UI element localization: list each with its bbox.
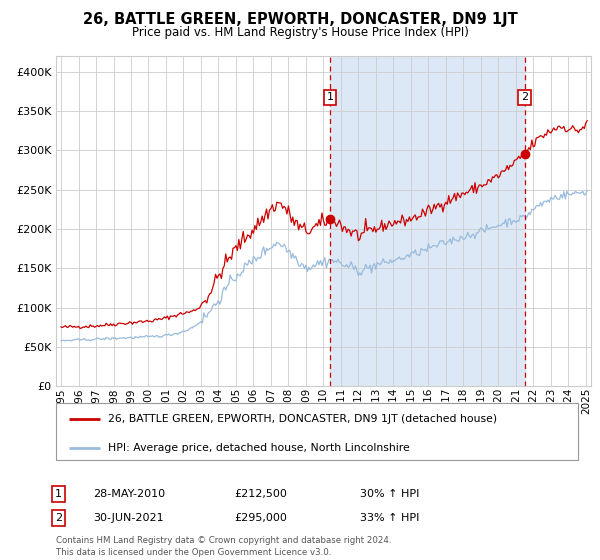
Text: 2: 2 [521, 92, 528, 102]
Text: 30% ↑ HPI: 30% ↑ HPI [360, 489, 419, 499]
Text: 28-MAY-2010: 28-MAY-2010 [93, 489, 165, 499]
Text: HPI: Average price, detached house, North Lincolnshire: HPI: Average price, detached house, Nort… [108, 442, 410, 452]
Text: £295,000: £295,000 [234, 513, 287, 523]
Text: 30-JUN-2021: 30-JUN-2021 [93, 513, 164, 523]
Text: 33% ↑ HPI: 33% ↑ HPI [360, 513, 419, 523]
Text: 26, BATTLE GREEN, EPWORTH, DONCASTER, DN9 1JT: 26, BATTLE GREEN, EPWORTH, DONCASTER, DN… [83, 12, 517, 26]
Text: 26, BATTLE GREEN, EPWORTH, DONCASTER, DN9 1JT (detached house): 26, BATTLE GREEN, EPWORTH, DONCASTER, DN… [108, 414, 497, 424]
Text: 2: 2 [55, 513, 62, 523]
Text: Price paid vs. HM Land Registry's House Price Index (HPI): Price paid vs. HM Land Registry's House … [131, 26, 469, 39]
FancyBboxPatch shape [56, 403, 578, 460]
Bar [330, 56, 524, 386]
Text: 1: 1 [55, 489, 62, 499]
Text: £212,500: £212,500 [234, 489, 287, 499]
Text: 1: 1 [326, 92, 334, 102]
Text: Contains HM Land Registry data © Crown copyright and database right 2024.
This d: Contains HM Land Registry data © Crown c… [56, 536, 391, 557]
